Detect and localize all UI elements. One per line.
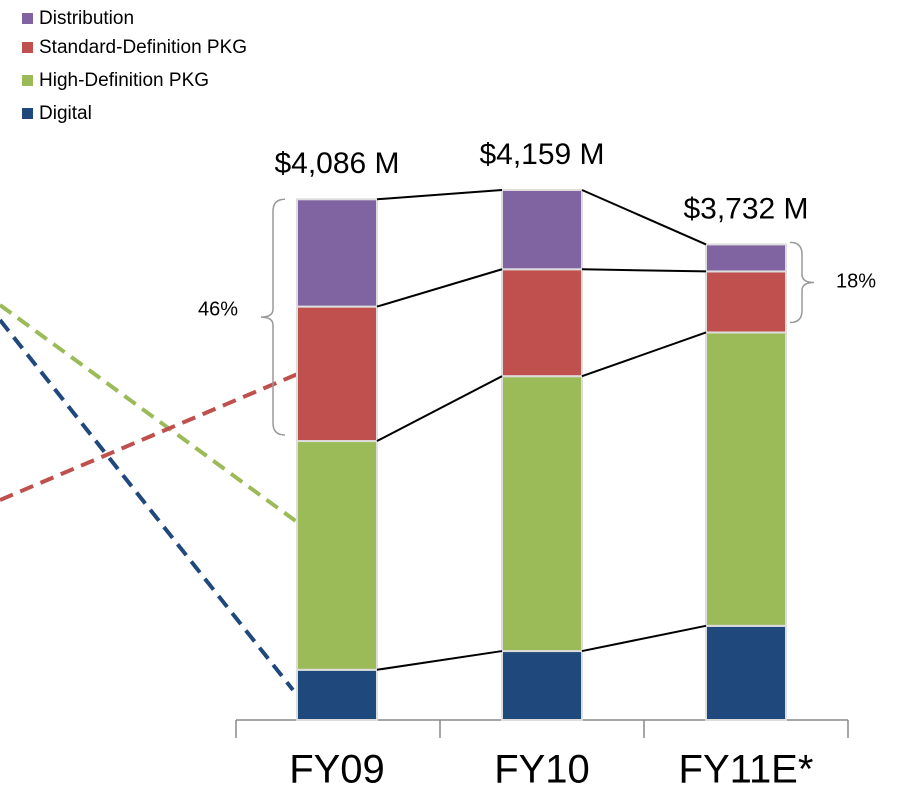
x-tick-label: FY10 (494, 748, 590, 792)
bar-segment (501, 650, 583, 721)
total-label: $3,732 M (683, 192, 808, 225)
legend-label: Distribution (39, 8, 134, 29)
x-tick-label: FY11E* (679, 748, 814, 792)
connector (581, 624, 707, 653)
bar-segment (296, 198, 378, 308)
connector (376, 650, 503, 671)
connector (581, 331, 707, 378)
bar-segment (705, 331, 787, 627)
trend-line (0, 318, 295, 692)
bar-segment (501, 375, 583, 653)
plot: FY09 $4,086 M FY10 $4,159 M FY11E* $3,732 M 46… (22, 8, 876, 792)
annotation: 18% (836, 271, 876, 293)
legend-swatch (22, 13, 33, 24)
legend-label: High-Definition PKG (39, 70, 209, 91)
x-tick-label: FY09 (289, 748, 385, 792)
legend-swatch (22, 75, 33, 86)
annotation: 46% (198, 298, 238, 320)
bar-segment (501, 189, 583, 271)
bar-segment (501, 268, 583, 378)
total-label: $4,086 M (274, 147, 399, 180)
total-label: $4,159 M (479, 138, 604, 171)
bar-segment (705, 624, 787, 722)
bar-segment (296, 305, 378, 443)
bracket (260, 198, 286, 436)
trend-line (0, 303, 299, 524)
legend-swatch (22, 42, 33, 53)
bar-segment (705, 270, 787, 334)
connector (581, 268, 707, 273)
connector (376, 189, 503, 201)
bracket (789, 241, 815, 324)
bar-segment (296, 668, 378, 722)
bar-segment (705, 243, 787, 273)
trend-line (0, 371, 301, 502)
legend-label: Digital (39, 103, 92, 124)
bar-segment (296, 440, 378, 671)
connector (376, 375, 503, 442)
legend-swatch (22, 108, 33, 119)
legend-label: Standard-Definition PKG (39, 37, 247, 58)
connector (581, 189, 707, 246)
connector (376, 268, 503, 308)
